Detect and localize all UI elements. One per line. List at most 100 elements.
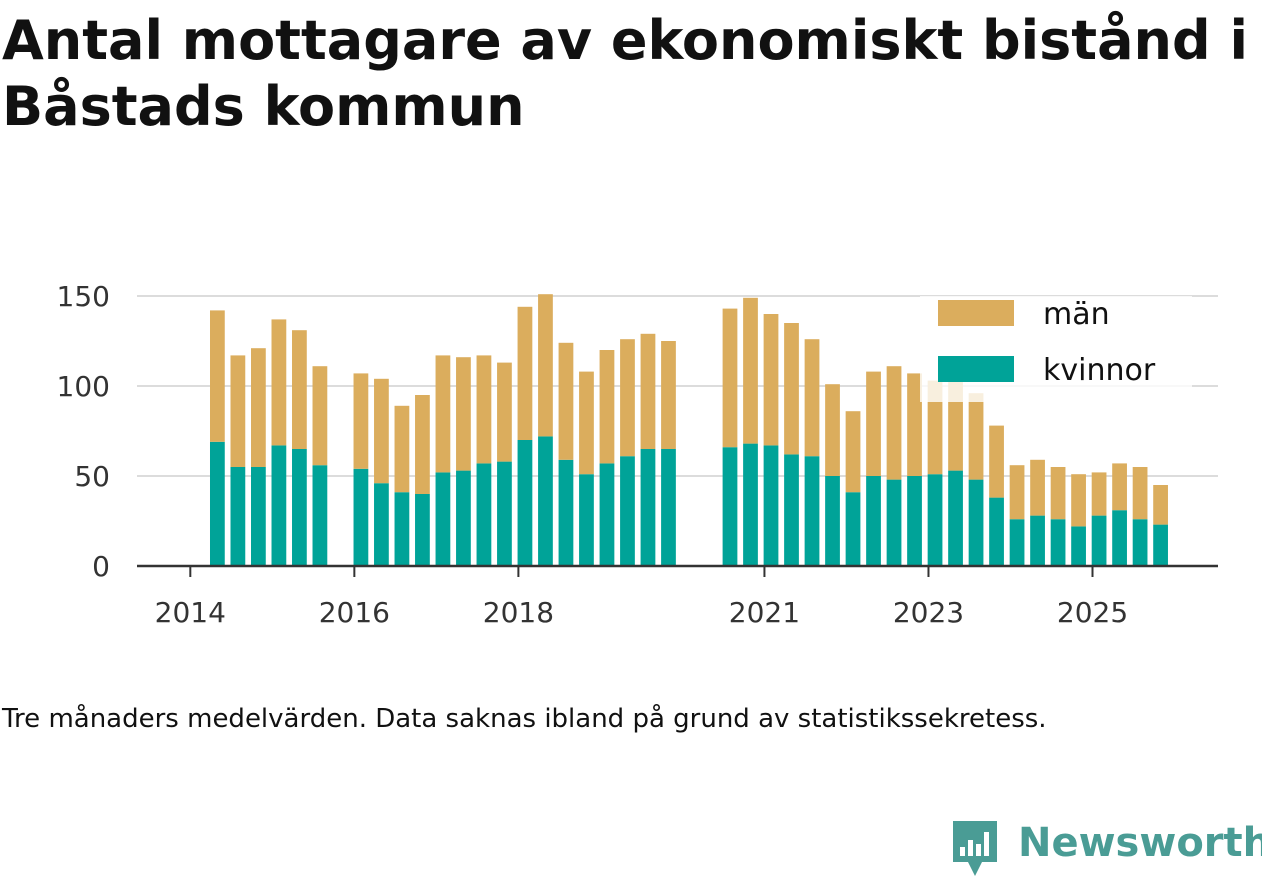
bar-man (599, 350, 615, 464)
bar-man (1030, 459, 1045, 516)
bar-kvinnor (271, 445, 287, 566)
chart-title: Antal mottagare av ekonomiskt bistånd i … (2, 9, 1248, 138)
x-tick-label: 2023 (893, 596, 964, 629)
bar-man (866, 371, 881, 476)
bar-man (292, 330, 307, 449)
bar-kvinnor (722, 447, 738, 566)
bar-man (661, 341, 676, 449)
bar-kvinnor (1050, 519, 1066, 566)
bar-kvinnor (989, 497, 1004, 566)
bar-kvinnor (866, 476, 881, 566)
bar-man (497, 362, 512, 462)
bar-kvinnor (927, 474, 943, 566)
bar-man (640, 333, 656, 449)
bar-man (968, 393, 984, 480)
bar-kvinnor (476, 463, 492, 566)
bar-man (230, 355, 246, 467)
bar-man (907, 373, 922, 476)
bar-man (538, 294, 553, 437)
bar-man (415, 395, 430, 494)
bar-kvinnor (640, 449, 656, 566)
bar-kvinnor (456, 470, 471, 566)
bar-man (989, 425, 1004, 498)
bar-kvinnor (517, 440, 533, 566)
footnote: Tre månaders medelvärden. Data saknas ib… (2, 704, 1047, 734)
y-tick-label: 100 (57, 370, 110, 403)
bar-man (517, 306, 533, 440)
bar-man (1112, 463, 1127, 511)
bar-kvinnor (230, 467, 246, 566)
legend-swatch (938, 356, 1014, 382)
bar-man (886, 366, 902, 480)
axes: 0 50 100 150 2014 2016 2018 2021 2023 2025 (57, 280, 1218, 629)
bar-kvinnor (763, 445, 779, 566)
bar-kvinnor (394, 492, 410, 566)
bar-kvinnor (1132, 519, 1148, 566)
bar-man (579, 371, 594, 475)
bar-man (251, 348, 266, 467)
bar-kvinnor (374, 483, 389, 566)
x-tick-label: 2014 (155, 596, 226, 629)
bar-kvinnor (804, 456, 820, 566)
bar-man (271, 319, 287, 446)
x-tick-label: 2021 (729, 596, 800, 629)
bar-man (763, 314, 779, 446)
bar-kvinnor (353, 468, 369, 566)
bars (209, 294, 1168, 566)
bar-kvinnor (435, 472, 451, 566)
bar-kvinnor (1091, 515, 1107, 566)
bar-kvinnor (825, 476, 840, 566)
bar-man (845, 411, 861, 493)
bar-kvinnor (1071, 526, 1086, 566)
bar-man (374, 378, 389, 484)
bar-man (784, 323, 799, 455)
bar-kvinnor (948, 470, 963, 566)
bar-man (804, 339, 820, 457)
bar-kvinnor (209, 441, 225, 566)
bar-kvinnor (1030, 515, 1045, 566)
bar-kvinnor (251, 467, 266, 566)
x-tick-label: 2016 (319, 596, 390, 629)
bar-kvinnor (292, 449, 307, 566)
bar-kvinnor (907, 476, 922, 566)
y-tick-label: 0 (92, 550, 110, 583)
bar-man (620, 339, 635, 457)
legend-label: kvinnor (1043, 353, 1156, 388)
legend-swatch (938, 300, 1014, 326)
bar-man (743, 297, 758, 444)
bar-kvinnor (661, 449, 676, 566)
bar-kvinnor (312, 465, 328, 566)
bar-kvinnor (1009, 519, 1025, 566)
bar-man (722, 308, 738, 448)
bar-kvinnor (415, 494, 430, 566)
bar-kvinnor (743, 443, 758, 566)
bar-chart: män kvinnor 0 50 100 150 2014 2016 2018 2021 2023… (57, 280, 1218, 629)
y-tick-label: 50 (74, 460, 110, 493)
bar-man (1091, 472, 1107, 516)
bar-kvinnor (538, 436, 553, 566)
y-tick-label: 150 (57, 280, 110, 313)
bar-man (209, 310, 225, 442)
brand-name: Newsworthy (1018, 820, 1262, 866)
legend: män kvinnor (920, 296, 1192, 402)
bar-kvinnor (784, 454, 799, 566)
bar-kvinnor (579, 474, 594, 566)
bar-man (435, 355, 451, 473)
legend-label: män (1043, 297, 1110, 332)
bar-kvinnor (558, 459, 574, 566)
x-tick-label: 2025 (1057, 596, 1128, 629)
bar-man (456, 357, 471, 471)
bar-man (558, 342, 574, 460)
bar-kvinnor (845, 492, 861, 566)
bar-man (476, 355, 492, 464)
bar-man (1050, 467, 1066, 520)
bar-man (312, 366, 328, 466)
bar-man (1132, 467, 1148, 520)
x-tick-label: 2018 (483, 596, 554, 629)
bar-man (394, 405, 410, 493)
bar-kvinnor (497, 461, 512, 566)
bar-kvinnor (886, 479, 902, 566)
bar-man (1009, 465, 1025, 520)
bar-man (1153, 485, 1168, 525)
bar-kvinnor (599, 463, 615, 566)
